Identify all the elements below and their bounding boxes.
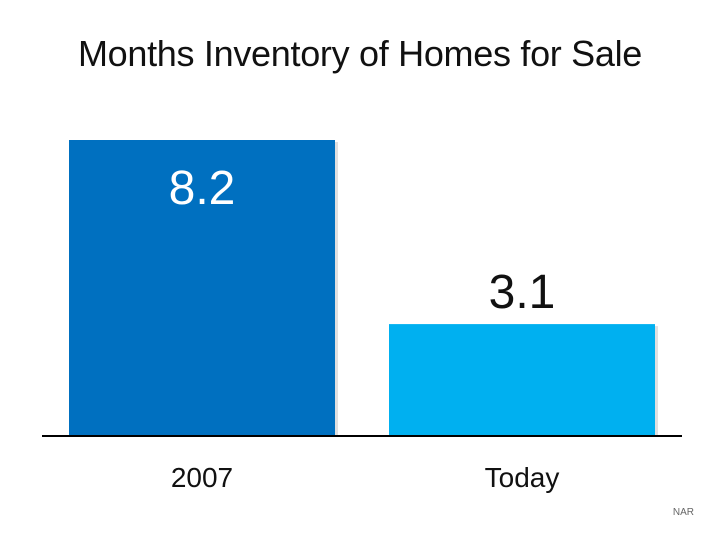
x-tick-label-today: Today [485, 462, 560, 493]
x-tick-label-2007: 2007 [171, 462, 233, 493]
bar-2007 [69, 140, 335, 436]
data-label-today: 3.1 [489, 266, 556, 319]
source-note: NAR [672, 507, 694, 518]
data-label-2007: 8.2 [169, 162, 236, 215]
bar-today [389, 324, 655, 436]
chart-title: Months Inventory of Homes for Sale [77, 33, 643, 74]
